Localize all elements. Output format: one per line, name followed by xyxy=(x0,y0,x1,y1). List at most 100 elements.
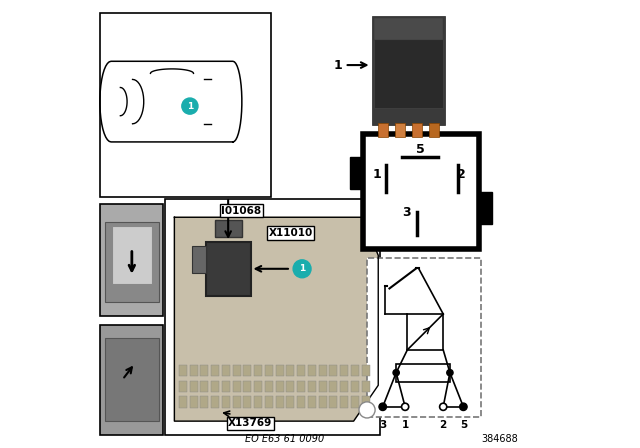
Bar xyxy=(351,365,359,376)
Bar xyxy=(179,396,187,408)
Bar xyxy=(192,246,206,273)
Bar xyxy=(100,13,271,197)
Bar xyxy=(340,381,348,392)
Bar xyxy=(206,242,250,296)
Bar xyxy=(100,325,163,435)
Circle shape xyxy=(182,98,198,114)
Text: I01068: I01068 xyxy=(221,206,262,215)
Text: 5: 5 xyxy=(460,420,467,430)
Bar xyxy=(233,396,241,408)
Bar xyxy=(308,381,316,392)
Bar xyxy=(200,365,209,376)
Text: 3: 3 xyxy=(379,420,387,430)
Bar xyxy=(351,381,359,392)
Circle shape xyxy=(293,260,311,278)
Bar xyxy=(265,365,273,376)
Text: 1: 1 xyxy=(333,59,342,72)
Bar xyxy=(362,381,370,392)
Circle shape xyxy=(401,403,409,410)
Text: X11010: X11010 xyxy=(269,228,313,238)
Bar xyxy=(276,381,284,392)
Bar xyxy=(297,381,305,392)
Bar xyxy=(105,222,159,302)
Text: 1: 1 xyxy=(299,264,305,273)
Bar xyxy=(222,365,230,376)
Bar xyxy=(254,365,262,376)
Bar xyxy=(265,396,273,408)
Bar xyxy=(112,226,152,284)
Text: 1: 1 xyxy=(187,102,193,111)
Bar xyxy=(362,134,479,249)
Bar xyxy=(211,381,220,392)
Bar xyxy=(367,258,481,417)
Bar xyxy=(233,381,241,392)
Bar xyxy=(308,396,316,408)
Circle shape xyxy=(440,403,447,410)
Bar xyxy=(165,199,380,435)
Bar xyxy=(211,396,220,408)
Bar xyxy=(350,157,362,189)
Text: 384688: 384688 xyxy=(481,435,518,444)
Bar xyxy=(429,123,439,137)
Bar xyxy=(396,123,405,137)
Bar xyxy=(287,365,294,376)
Bar xyxy=(374,34,443,108)
Bar xyxy=(254,396,262,408)
Bar xyxy=(319,396,327,408)
Bar xyxy=(330,381,337,392)
Text: 3: 3 xyxy=(403,206,411,219)
Bar xyxy=(362,396,370,408)
Bar xyxy=(297,396,305,408)
Bar xyxy=(276,365,284,376)
Bar xyxy=(100,204,163,316)
Bar xyxy=(479,192,492,224)
Bar xyxy=(179,365,187,376)
Circle shape xyxy=(460,403,467,410)
Bar xyxy=(374,18,443,40)
Text: 2: 2 xyxy=(457,168,466,181)
Bar xyxy=(308,365,316,376)
Bar xyxy=(396,364,450,382)
Bar xyxy=(189,381,198,392)
Bar xyxy=(243,381,252,392)
Circle shape xyxy=(359,402,375,418)
Bar xyxy=(330,365,337,376)
Bar xyxy=(351,396,359,408)
Bar xyxy=(319,365,327,376)
Bar xyxy=(200,381,209,392)
Circle shape xyxy=(380,404,386,410)
Polygon shape xyxy=(174,217,378,421)
Bar xyxy=(297,365,305,376)
Bar xyxy=(340,396,348,408)
Bar xyxy=(105,338,159,421)
Bar xyxy=(287,381,294,392)
Circle shape xyxy=(393,370,399,376)
Bar xyxy=(189,365,198,376)
Text: X13769: X13769 xyxy=(228,418,273,428)
Bar xyxy=(276,396,284,408)
Bar xyxy=(243,396,252,408)
Bar xyxy=(222,396,230,408)
Bar xyxy=(407,314,443,350)
Bar xyxy=(200,396,209,408)
Bar xyxy=(330,396,337,408)
Bar xyxy=(233,365,241,376)
Bar xyxy=(378,123,388,137)
Bar xyxy=(254,381,262,392)
Bar xyxy=(179,381,187,392)
Bar xyxy=(371,16,445,125)
Text: 2: 2 xyxy=(440,420,447,430)
Bar xyxy=(222,381,230,392)
Bar xyxy=(362,365,370,376)
Circle shape xyxy=(379,403,387,410)
Bar xyxy=(287,396,294,408)
Text: 5: 5 xyxy=(417,143,425,156)
Bar xyxy=(265,381,273,392)
Bar xyxy=(243,365,252,376)
Bar xyxy=(215,220,242,237)
Circle shape xyxy=(460,404,467,410)
Bar xyxy=(189,396,198,408)
Text: 1: 1 xyxy=(401,420,409,430)
Text: 1: 1 xyxy=(372,168,381,181)
Text: EO E63 61 0090: EO E63 61 0090 xyxy=(244,435,324,444)
